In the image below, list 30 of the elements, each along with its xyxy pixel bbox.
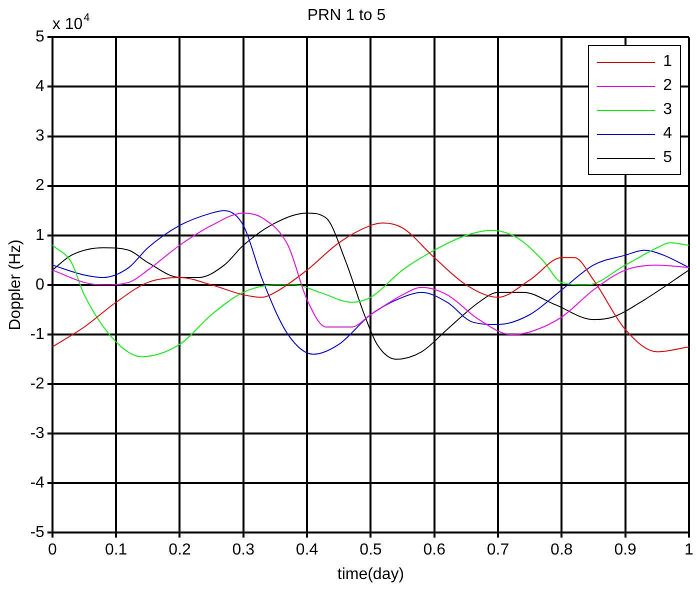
y-tick-label: 2 — [36, 177, 45, 194]
x-tick-label: 0.5 — [360, 542, 382, 559]
y-tick-label: 1 — [36, 226, 45, 244]
y-tick-label: 0 — [36, 276, 45, 294]
x-tick-label: 0.4 — [296, 542, 318, 559]
legend-label: 1 — [663, 53, 672, 72]
x-tick-label: 0.1 — [104, 542, 128, 559]
y-axis-title: Doppler (Hz) — [7, 240, 24, 330]
y-tick-label: 5 — [36, 28, 45, 46]
y-tick-label: 4 — [36, 78, 45, 96]
x-tick-label: 0.9 — [614, 542, 637, 559]
legend-label: 2 — [663, 77, 672, 96]
y-tick-label: -2 — [30, 375, 45, 392]
y-tick-label: -1 — [30, 326, 45, 343]
y-tick-label: -4 — [30, 474, 45, 492]
y-tick-label: -3 — [30, 424, 45, 442]
legend-label: 3 — [663, 101, 672, 120]
x-axis-title: time(day) — [337, 566, 404, 583]
x-tick-label: 0.7 — [486, 542, 510, 559]
y-tick-label: 3 — [36, 128, 45, 145]
legend-label: 5 — [663, 149, 672, 168]
x-tick-label: 0.2 — [168, 542, 191, 559]
x-tick-label: 0.8 — [550, 542, 573, 559]
legend-label: 4 — [663, 125, 672, 144]
x-tick-label: 0.6 — [423, 542, 446, 559]
chart-title: PRN 1 to 5 — [307, 7, 386, 24]
y-tick-label: -5 — [30, 524, 45, 542]
x-tick-label: 0 — [48, 542, 57, 559]
x-tick-label: 1 — [684, 542, 694, 559]
x-tick-label: 0.3 — [232, 542, 255, 559]
